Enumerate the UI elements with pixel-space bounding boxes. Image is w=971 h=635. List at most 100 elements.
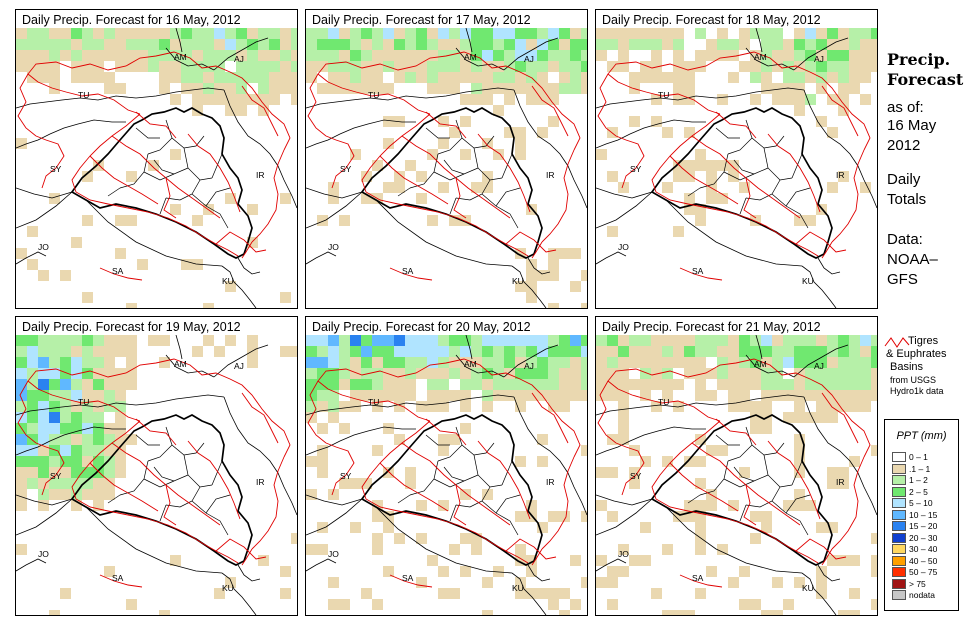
precip-cell xyxy=(427,368,438,379)
precip-cell xyxy=(515,28,526,39)
precip-cell xyxy=(306,335,317,346)
precip-cell xyxy=(493,346,504,357)
precip-cell xyxy=(548,599,559,610)
province-line xyxy=(723,171,755,181)
precip-cell xyxy=(581,390,587,401)
precip-cell xyxy=(438,138,449,149)
precip-cell xyxy=(607,577,618,588)
precip-cell xyxy=(449,390,460,401)
basin-line xyxy=(327,388,431,422)
precip-cell xyxy=(82,489,93,500)
precip-cell xyxy=(493,390,504,401)
precip-cell xyxy=(93,335,104,346)
province-line xyxy=(763,454,793,488)
precip-cell xyxy=(570,248,581,259)
precip-cell xyxy=(471,94,482,105)
precip-cell xyxy=(673,226,684,237)
precip-cell xyxy=(761,379,772,390)
precip-cell xyxy=(280,39,291,50)
precip-cell xyxy=(794,83,805,94)
precip-cell xyxy=(684,357,695,368)
precip-cell xyxy=(728,50,739,61)
precip-cell xyxy=(838,39,849,50)
precip-cell xyxy=(695,204,706,215)
basin-line xyxy=(767,133,821,213)
precip-cell xyxy=(537,434,548,445)
precip-cell xyxy=(71,346,82,357)
basin-line xyxy=(617,81,721,115)
precip-cell xyxy=(306,544,317,555)
precip-cell xyxy=(640,28,651,39)
province-boundaries xyxy=(107,119,231,229)
precip-cell xyxy=(783,500,794,511)
precip-cell xyxy=(394,357,405,368)
precip-cell xyxy=(339,478,350,489)
precip-cell xyxy=(695,346,706,357)
border-line xyxy=(237,564,261,582)
precip-cell xyxy=(640,368,651,379)
precip-cell xyxy=(148,39,159,50)
precip-cell xyxy=(537,522,548,533)
precip-cell xyxy=(372,599,383,610)
country-label: SA xyxy=(112,266,124,276)
precip-cell xyxy=(618,401,629,412)
precip-cell xyxy=(662,544,673,555)
precip-cell xyxy=(427,28,438,39)
ppt-legend-swatch xyxy=(892,486,906,497)
precip-cell xyxy=(827,346,838,357)
basin-line xyxy=(821,241,833,259)
precip-cell xyxy=(291,61,297,72)
province-boundaries xyxy=(397,426,521,536)
ppt-legend-item: 10 – 15 xyxy=(892,509,937,521)
precip-cell xyxy=(416,72,427,83)
province-line xyxy=(443,466,479,482)
precip-cell xyxy=(104,467,115,478)
precip-cell xyxy=(159,50,170,61)
precip-cell xyxy=(27,390,38,401)
precip-cell xyxy=(115,456,126,467)
basin-line xyxy=(35,135,65,189)
basin-line xyxy=(379,462,449,512)
precip-cell xyxy=(449,215,460,226)
precip-cell xyxy=(750,94,761,105)
precip-cell xyxy=(504,61,515,72)
precip-cell xyxy=(794,434,805,445)
precip-cell xyxy=(214,588,225,599)
precip-cell xyxy=(750,423,761,434)
precip-cell xyxy=(695,335,706,346)
precip-cell xyxy=(783,390,794,401)
precip-cell xyxy=(684,193,695,204)
precip-cell xyxy=(717,39,728,50)
precip-cell xyxy=(60,270,71,281)
country-label: AJ xyxy=(814,54,824,64)
basin-line xyxy=(651,113,819,257)
precip-cell xyxy=(115,335,126,346)
province-line xyxy=(211,153,223,179)
precip-cell xyxy=(181,83,192,94)
precip-cell xyxy=(82,412,93,423)
precip-cell xyxy=(236,61,247,72)
precip-cell xyxy=(618,335,629,346)
precip-cell xyxy=(570,346,581,357)
precip-cell xyxy=(607,28,618,39)
precip-cell xyxy=(192,50,203,61)
precip-cell xyxy=(460,116,471,127)
precip-cell xyxy=(328,401,339,412)
precip-cell xyxy=(761,401,772,412)
panel-title: Daily Precip. Forecast for 16 May, 2012 xyxy=(22,13,241,27)
province-line xyxy=(425,127,450,139)
precip-cell xyxy=(596,379,607,390)
ppt-legend-swatch xyxy=(892,475,906,486)
precip-cell xyxy=(82,215,93,226)
precip-cell xyxy=(750,28,761,39)
precip-cell xyxy=(38,346,49,357)
precip-cell xyxy=(104,28,115,39)
precip-cell xyxy=(438,182,449,193)
precip-cell xyxy=(214,94,225,105)
precip-cell xyxy=(126,215,137,226)
basin-line xyxy=(679,267,723,281)
province-line xyxy=(147,444,173,462)
